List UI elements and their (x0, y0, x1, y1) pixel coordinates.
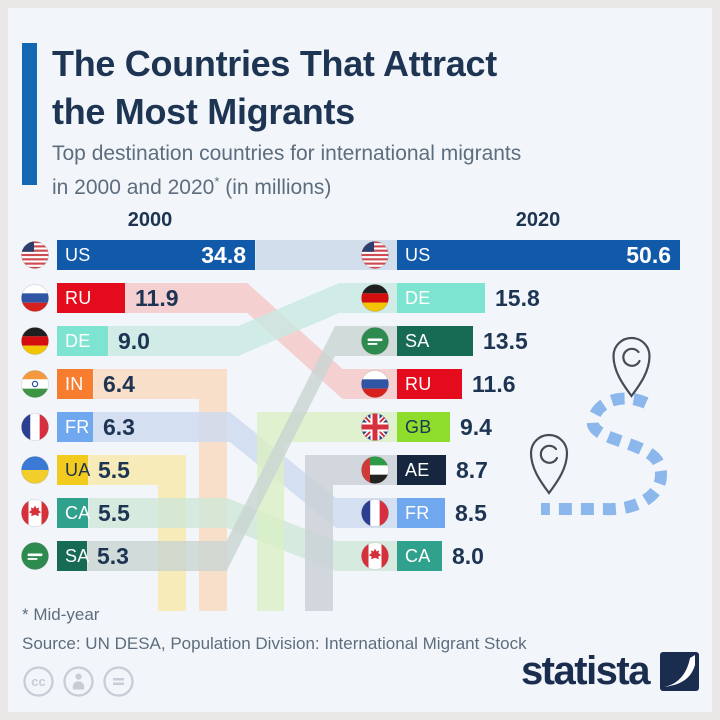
country-code-label: FR (65, 417, 90, 437)
bar-2020-AE: AE (397, 455, 446, 485)
country-code-label: CA (405, 546, 431, 566)
country-code-label: RU (65, 288, 92, 308)
country-code-label: CA (65, 503, 91, 523)
bar-2020-GB: GB (397, 412, 450, 442)
flow-band-RU (124, 283, 397, 399)
value-2000-SA: 5.3 (97, 543, 129, 569)
country-code-label: UA (65, 460, 91, 480)
map-pin-icon (529, 433, 569, 495)
country-code-label: GB (405, 417, 432, 437)
flow-band-UA (88, 455, 186, 611)
value-2000-UA: 5.5 (98, 457, 130, 483)
value-2000-US: 34.8 (201, 242, 246, 268)
title-accent-bar (22, 43, 37, 185)
value-2000-CA: 5.5 (98, 500, 130, 526)
de-flag-icon (21, 327, 49, 355)
footnote: * Mid-year (22, 605, 100, 624)
bar-2000-US: US 34.8 (57, 240, 255, 270)
footnote-marker: * (214, 174, 220, 189)
bar-2000-DE: DE (57, 326, 108, 356)
country-code-label: SA (405, 331, 430, 351)
bar-2000-CA: CA (57, 498, 91, 528)
value-2020-US: 50.6 (626, 242, 671, 268)
bar-2000-FR: FR (57, 412, 93, 442)
bar-2020-DE: DE (397, 283, 485, 313)
in-flag-icon (21, 370, 49, 398)
flow-band-IN (93, 369, 227, 611)
bar-2020-US: US 50.6 (397, 240, 680, 270)
country-code-label: US (65, 245, 91, 265)
license-icons: cc (23, 666, 134, 702)
cc-icon[interactable]: cc (23, 666, 54, 702)
ca-flag-icon (21, 499, 49, 527)
de-flag-icon (360, 284, 389, 312)
country-code-label: AE (405, 460, 430, 480)
ru-flag-icon (21, 284, 49, 312)
svg-text:cc: cc (31, 674, 45, 689)
statista-logo[interactable]: statista (521, 651, 699, 691)
map-pin-icon (612, 336, 651, 398)
chart-title: The Countries That Attract the Most Migra… (52, 43, 497, 132)
ru-flag-icon (360, 370, 389, 398)
column-header-2020: 2020 (515, 209, 561, 231)
value-2000-RU: 11.9 (135, 285, 179, 311)
us-flag-icon (360, 241, 389, 269)
bar-2000-SA: SA (57, 541, 90, 571)
value-2020-CA: 8.0 (452, 543, 484, 569)
bar-2020-RU: RU (397, 369, 462, 399)
card-background (8, 8, 712, 712)
country-code-label: IN (65, 374, 84, 394)
value-2020-FR: 8.5 (455, 500, 487, 526)
attribution-icon[interactable] (63, 666, 94, 702)
value-2020-AE: 8.7 (456, 457, 488, 483)
statista-wordmark: statista (520, 649, 651, 693)
fr-flag-icon (21, 413, 49, 441)
fr-flag-icon (360, 499, 389, 527)
source-line: Source: UN DESA, Population Division: In… (22, 634, 527, 653)
ae-flag-icon (360, 456, 389, 484)
country-code-label: DE (405, 288, 431, 308)
value-2020-GB: 9.4 (460, 414, 492, 440)
country-code-label: RU (405, 374, 432, 394)
flow-band-US (255, 240, 397, 270)
bar-2020-FR: FR (397, 498, 445, 528)
ua-flag-icon (21, 456, 49, 484)
value-2020-SA: 13.5 (483, 328, 528, 354)
value-2000-IN: 6.4 (103, 371, 135, 397)
bar-2000-IN: IN (57, 369, 93, 399)
country-code-label: US (405, 245, 431, 265)
value-2000-FR: 6.3 (103, 414, 135, 440)
flow-band-DE (108, 283, 398, 356)
no-derivatives-icon[interactable] (103, 666, 134, 702)
dashed-route-path (541, 392, 667, 516)
chart-subtitle: Top destination countries for internatio… (52, 142, 522, 199)
country-code-label: DE (65, 331, 91, 351)
bar-2020-CA: CA (397, 541, 442, 571)
value-2020-DE: 15.8 (495, 285, 540, 311)
sa-flag-icon (360, 327, 389, 355)
value-2000-DE: 9.0 (118, 328, 150, 354)
country-code-label: SA (65, 546, 90, 566)
gb-flag-icon (360, 413, 389, 441)
us-flag-icon (21, 241, 49, 269)
column-header-2000: 2000 (127, 209, 173, 231)
ca-flag-icon (360, 542, 389, 570)
statista-logomark (660, 651, 699, 691)
bar-2000-UA: UA (57, 455, 91, 485)
bar-2000-RU: RU (57, 283, 125, 313)
sa-flag-icon (21, 542, 49, 570)
bar-2020-SA: SA (397, 326, 473, 356)
country-code-label: FR (405, 503, 430, 523)
flow-band-AE (305, 455, 397, 611)
value-2020-RU: 11.6 (472, 371, 516, 397)
